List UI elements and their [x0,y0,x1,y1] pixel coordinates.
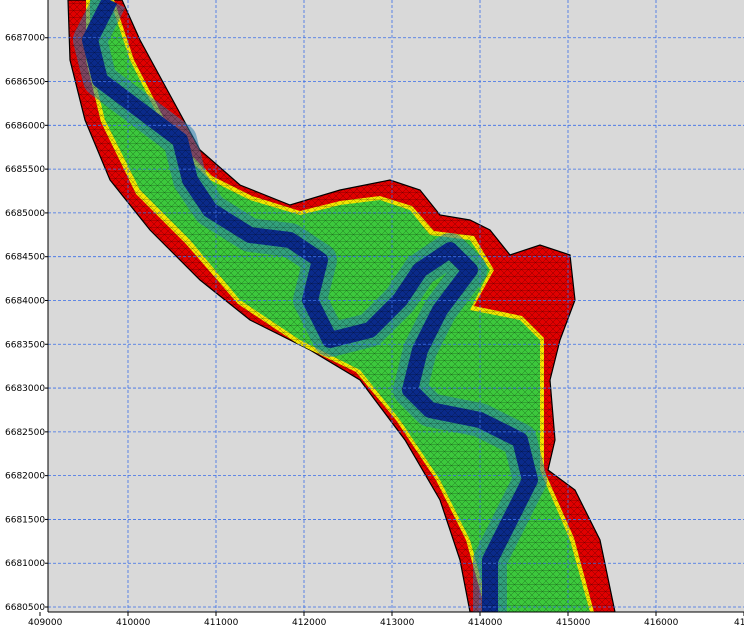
y-tick-label: 6681500 [5,515,45,525]
y-tick-label: 6685000 [5,209,45,219]
y-tick-label: 6686500 [5,78,45,88]
x-tick-label: 413000 [380,618,415,628]
x-tick-label: 412000 [292,618,327,628]
y-tick-label: 6687000 [5,34,45,44]
x-tick-label: 417 [734,618,744,628]
y-tick-label: 6680500 [5,603,45,613]
x-tick-label: 409000 [28,618,63,628]
y-tick-label: 6686000 [5,121,45,131]
grid-overlay [48,0,744,612]
y-tick-label: 6685500 [5,165,45,175]
x-tick-label: 416000 [644,618,679,628]
y-tick-label: 6682000 [5,472,45,482]
x-tick-label: 414000 [468,618,503,628]
y-tick-label: 6684000 [5,296,45,306]
mesh [67,0,616,612]
x-tick-label: 415000 [556,618,591,628]
mesh-triangles [68,0,615,612]
y-tick-label: 6681000 [5,559,45,569]
y-tick-label: 6683000 [5,384,45,394]
y-tick-label: 6684500 [5,253,45,263]
y-tick-label: 6683500 [5,340,45,350]
y-tick-label: 6682500 [5,428,45,438]
x-tick-label: 410000 [116,618,151,628]
x-tick-label: 411000 [204,618,239,628]
